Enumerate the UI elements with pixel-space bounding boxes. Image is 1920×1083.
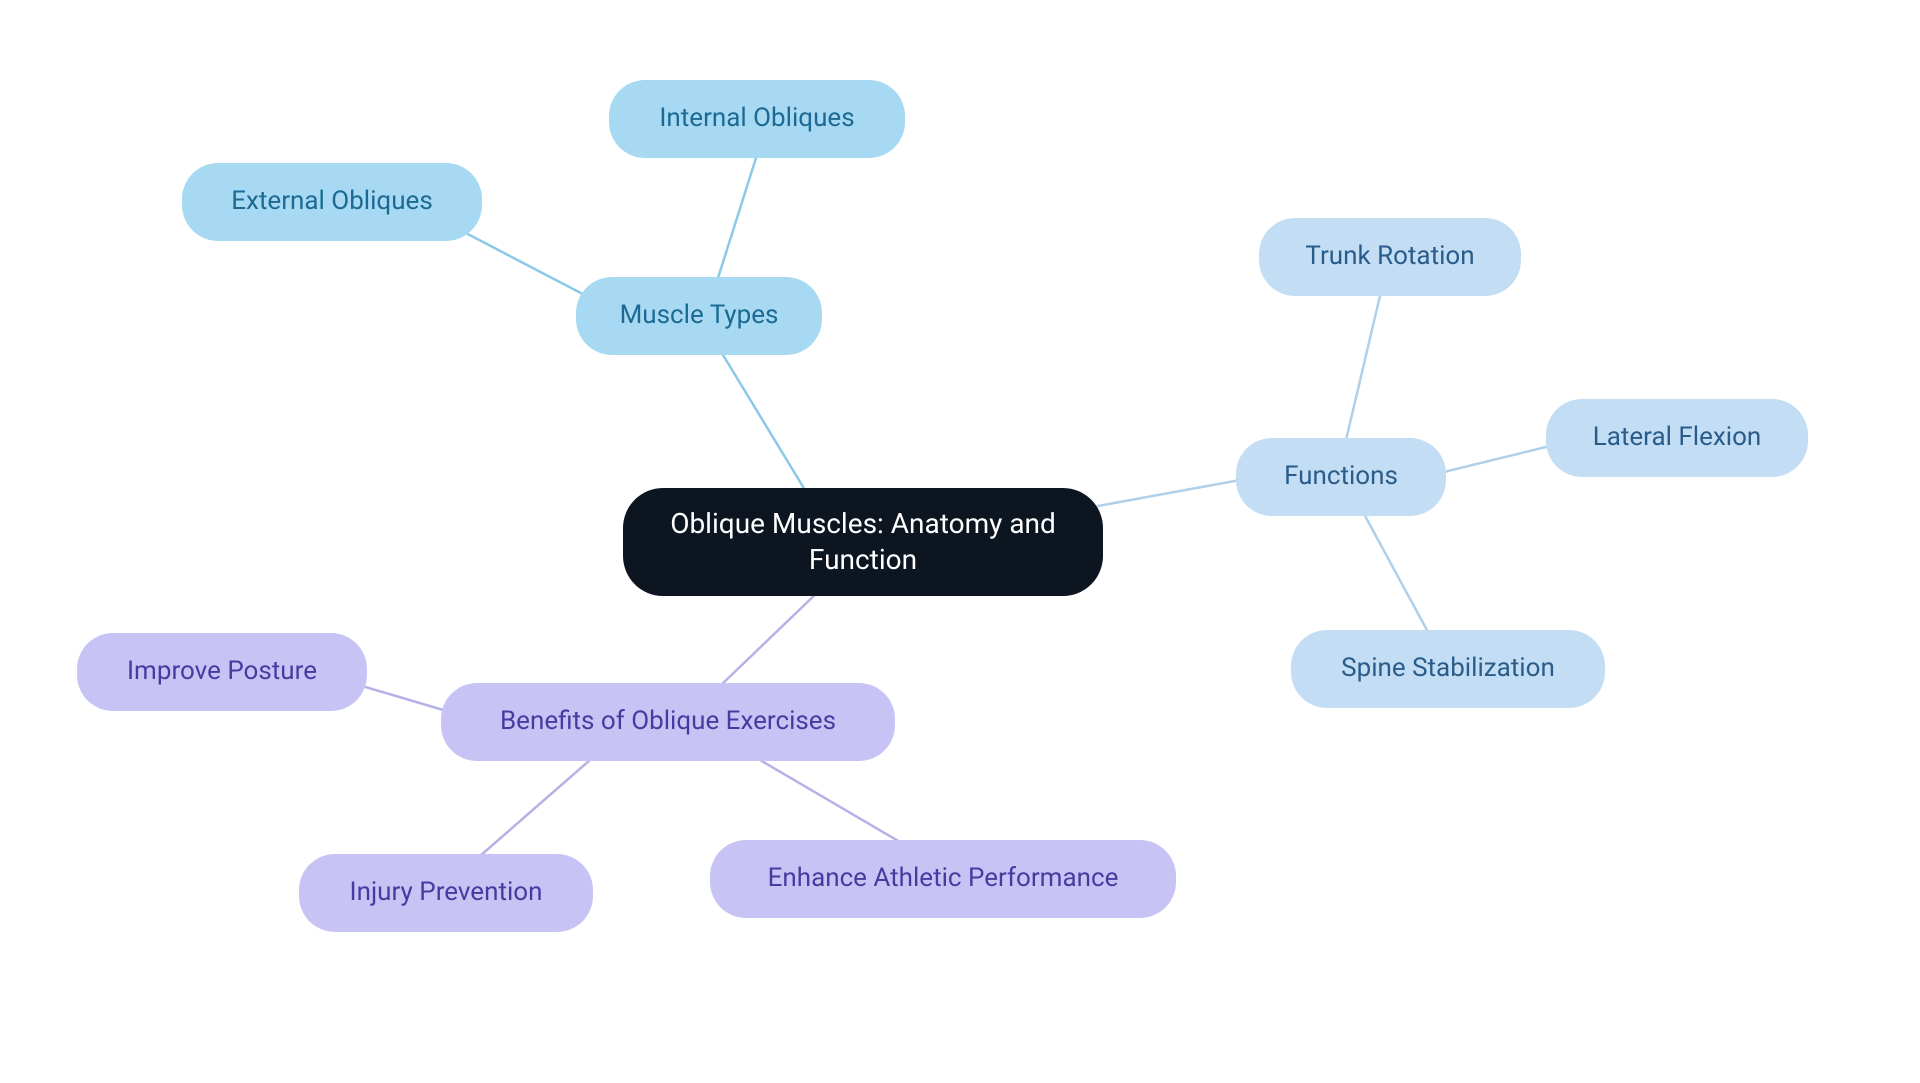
node-external-obliques[interactable]: External Obliques xyxy=(182,163,482,241)
edge-root-benefits xyxy=(720,590,820,686)
node-root[interactable]: Oblique Muscles: Anatomy and Function xyxy=(623,488,1103,596)
node-benefits[interactable]: Benefits of Oblique Exercises xyxy=(441,683,895,761)
edge-benefits-injury-prevention xyxy=(480,760,590,856)
edge-muscle-types-external-obliques xyxy=(460,230,598,302)
edge-benefits-improve-posture xyxy=(362,686,450,712)
edge-functions-trunk-rotation xyxy=(1346,296,1380,440)
node-injury-prevention[interactable]: Injury Prevention xyxy=(299,854,593,932)
node-lateral-flexion[interactable]: Lateral Flexion xyxy=(1546,399,1808,477)
node-trunk-rotation[interactable]: Trunk Rotation xyxy=(1259,218,1521,296)
edge-muscle-types-internal-obliques xyxy=(718,158,756,278)
node-muscle-types[interactable]: Muscle Types xyxy=(576,277,822,355)
edge-root-muscle-types xyxy=(720,350,805,490)
mindmap-diagram: Oblique Muscles: Anatomy and Function Mus… xyxy=(0,0,1920,1083)
edge-root-functions xyxy=(1098,480,1240,506)
node-internal-obliques[interactable]: Internal Obliques xyxy=(609,80,905,158)
node-spine-stabilization[interactable]: Spine Stabilization xyxy=(1291,630,1605,708)
edge-functions-spine-stabilization xyxy=(1364,514,1428,632)
node-improve-posture[interactable]: Improve Posture xyxy=(77,633,367,711)
edge-benefits-enhance-athletic xyxy=(760,760,900,842)
node-enhance-athletic[interactable]: Enhance Athletic Performance xyxy=(710,840,1176,918)
edge-functions-lateral-flexion xyxy=(1444,446,1550,472)
node-functions[interactable]: Functions xyxy=(1236,438,1446,516)
